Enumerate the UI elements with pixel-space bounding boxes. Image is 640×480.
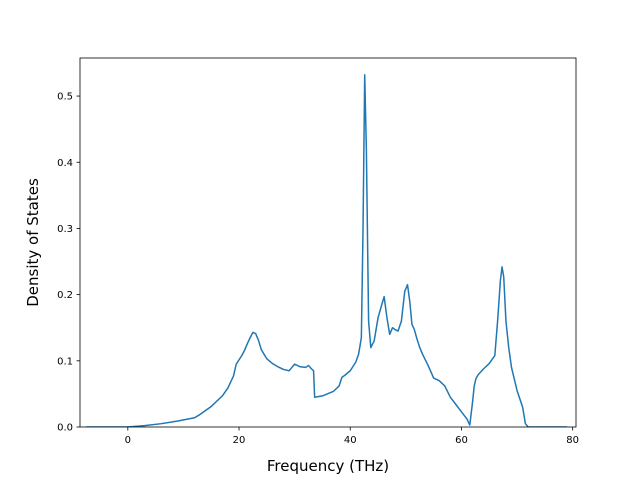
y-tick-label: 0.2 [57,290,73,301]
x-tick-label: 60 [455,435,468,446]
y-tick-label: 0.5 [57,92,73,103]
y-tick-label: 0.0 [57,423,73,434]
x-axis-ticks: 0 20 40 60 80 [125,427,579,446]
y-axis-ticks: 0.0 0.1 0.2 0.3 0.4 0.5 [57,92,80,434]
y-tick-label: 0.3 [57,224,73,235]
plot-area [86,74,568,427]
x-axis-label: Frequency (THz) [267,457,389,475]
x-tick-label: 80 [566,435,579,446]
axes-frame [79,57,577,428]
x-tick-label: 20 [233,435,246,446]
dos-series-line-0 [86,74,568,427]
y-tick-label: 0.1 [57,356,73,367]
y-tick-label: 0.4 [57,158,73,169]
x-tick-label: 40 [344,435,357,446]
y-axis-label: Density of States [24,178,42,307]
x-tick-label: 0 [125,435,131,446]
